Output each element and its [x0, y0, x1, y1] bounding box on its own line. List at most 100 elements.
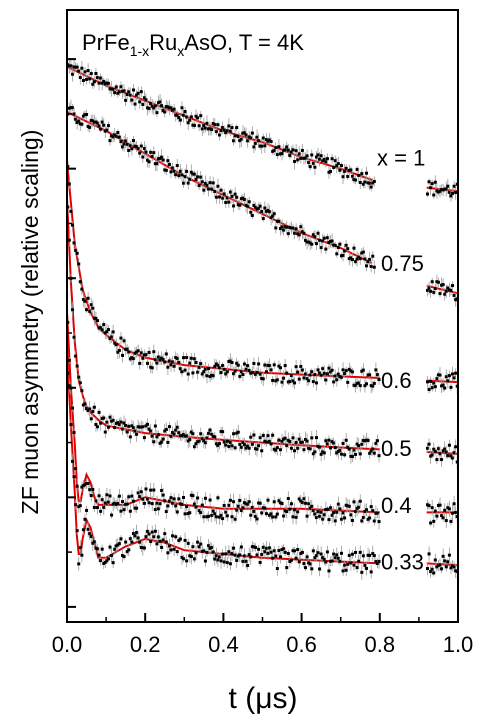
data-point — [266, 139, 270, 143]
data-point — [106, 425, 110, 429]
data-point — [224, 510, 228, 514]
data-point — [333, 519, 337, 523]
data-point — [280, 548, 284, 552]
data-point — [136, 91, 140, 95]
data-point — [125, 92, 129, 96]
data-point — [266, 551, 270, 555]
data-point — [257, 547, 261, 551]
data-point — [188, 554, 192, 558]
data-point — [294, 556, 298, 560]
data-point — [344, 166, 348, 170]
x-tick-label: 0.2 — [130, 632, 161, 657]
data-point — [243, 362, 247, 366]
data-point — [175, 357, 179, 361]
data-point — [72, 112, 76, 116]
data-point — [305, 555, 309, 559]
data-point — [330, 513, 334, 517]
data-point — [205, 436, 209, 440]
data-point — [136, 349, 140, 353]
data-point — [275, 153, 279, 157]
data-point — [247, 500, 251, 504]
data-point — [136, 147, 140, 151]
data-point — [236, 504, 240, 508]
data-point — [199, 511, 203, 515]
data-point — [188, 118, 192, 122]
data-point — [436, 447, 440, 451]
data-point — [297, 497, 301, 501]
data-point — [433, 180, 437, 184]
data-point — [235, 508, 239, 512]
data-point — [166, 440, 170, 444]
data-point — [86, 124, 90, 128]
data-point — [138, 361, 142, 365]
data-point — [113, 341, 117, 345]
data-point — [102, 416, 106, 420]
data-point — [271, 433, 275, 437]
data-point — [321, 367, 325, 371]
data-point — [92, 80, 96, 84]
data-point — [166, 105, 170, 109]
data-point — [304, 156, 308, 160]
data-point — [261, 506, 265, 510]
data-point — [80, 553, 84, 557]
data-point — [75, 529, 79, 533]
data-point — [163, 532, 167, 536]
data-point — [177, 116, 181, 120]
series-label: 0.5 — [381, 436, 412, 461]
data-point — [454, 445, 458, 449]
data-point — [199, 542, 203, 546]
data-point — [430, 386, 434, 390]
data-point — [332, 165, 336, 169]
data-point — [86, 296, 90, 300]
data-point — [366, 553, 370, 557]
data-point — [232, 500, 236, 504]
data-point — [332, 380, 336, 384]
data-point — [67, 238, 71, 242]
data-point — [363, 257, 367, 261]
data-point — [357, 255, 361, 259]
data-point — [210, 513, 214, 517]
data-point — [205, 515, 209, 519]
data-point — [339, 164, 343, 168]
x-tick-label: 0.8 — [365, 632, 396, 657]
data-point — [78, 504, 82, 508]
data-point — [449, 454, 453, 458]
data-point — [452, 451, 456, 455]
data-point — [192, 123, 196, 127]
data-point — [139, 545, 143, 549]
data-point — [146, 158, 150, 162]
data-point — [95, 506, 99, 510]
data-point — [272, 500, 276, 504]
data-point — [280, 502, 284, 506]
data-point — [178, 537, 182, 541]
data-point — [430, 567, 434, 571]
data-point — [147, 501, 151, 505]
data-point — [144, 353, 148, 357]
series-label: 0.33 — [381, 550, 424, 575]
data-point — [365, 264, 369, 268]
data-point — [338, 375, 342, 379]
data-point — [183, 110, 187, 114]
data-point — [347, 504, 351, 508]
data-point — [307, 379, 311, 383]
data-point — [88, 309, 92, 313]
data-point — [227, 124, 231, 128]
data-point — [310, 567, 314, 571]
data-point — [141, 425, 145, 429]
data-point — [113, 91, 117, 95]
data-point — [369, 384, 373, 388]
data-point — [271, 515, 275, 519]
data-point — [286, 551, 290, 555]
data-point — [189, 356, 193, 360]
data-point — [426, 567, 430, 571]
data-point — [282, 228, 286, 232]
data-point — [430, 182, 434, 186]
data-point — [88, 488, 92, 492]
data-point — [214, 442, 218, 446]
data-point — [122, 142, 126, 146]
data-point — [343, 249, 347, 253]
data-point — [213, 190, 217, 194]
data-point — [182, 181, 186, 185]
data-point — [171, 430, 175, 434]
data-point — [249, 513, 253, 517]
